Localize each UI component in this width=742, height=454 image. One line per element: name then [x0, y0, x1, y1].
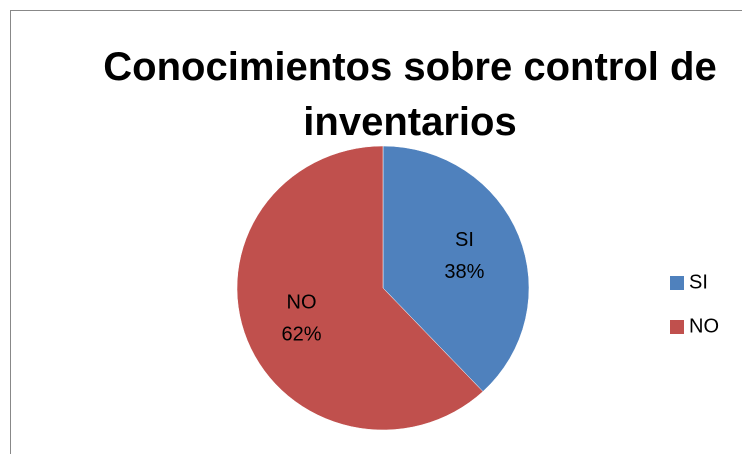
- slice-value-label: 38%: [444, 261, 484, 283]
- legend-label: SI: [689, 271, 708, 293]
- pie-slice: [382, 145, 530, 392]
- chart-title: Conocimientos sobre control de inventari…: [103, 45, 717, 144]
- legend-swatch: [670, 276, 684, 290]
- legend-swatch: [670, 320, 684, 334]
- slice-category-label: SI: [455, 229, 474, 251]
- legend-label: NO: [689, 315, 719, 337]
- chart-frame: [10, 10, 742, 454]
- slice-category-label: NO: [287, 292, 317, 314]
- pie-slice: [236, 145, 484, 431]
- slice-value-label: 62%: [282, 324, 322, 346]
